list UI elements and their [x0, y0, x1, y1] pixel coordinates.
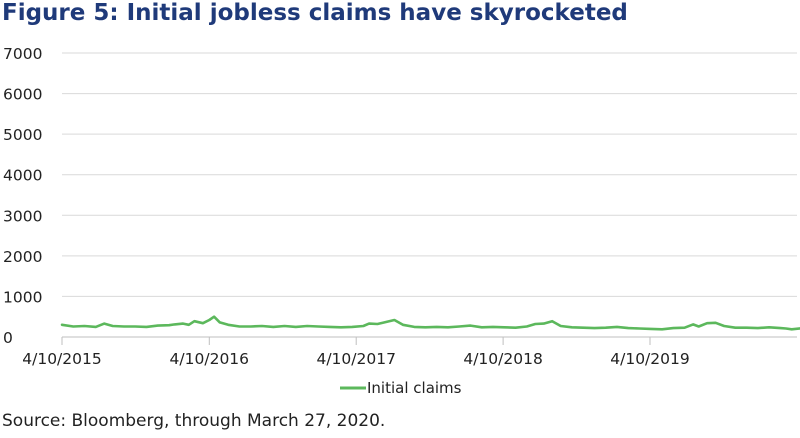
x-axis: 4/10/2015 4/10/2016 4/10/2017 4/10/2018 4/10…	[22, 336, 797, 368]
legend-label: Initial claims	[367, 379, 462, 397]
y-tick-label: 2000	[3, 248, 42, 266]
x-tick-label: 4/10/2015	[22, 350, 101, 368]
gridlines	[62, 52, 797, 297]
x-tick-label: 4/10/2018	[463, 350, 542, 368]
legend: Initial claims	[340, 379, 462, 397]
series-line-initial-claims	[60, 315, 800, 331]
y-tick-label: 6000	[3, 86, 42, 104]
y-tick-label: 0	[3, 329, 13, 347]
y-axis: 0 1000 2000 3000 4000 5000 6000 7000	[3, 45, 42, 347]
series-layer	[60, 315, 800, 331]
y-tick-label: 1000	[3, 288, 42, 306]
y-tick-label: 5000	[3, 126, 42, 144]
y-tick-label: 7000	[3, 45, 42, 63]
x-tick-label: 4/10/2019	[610, 350, 689, 368]
source-note: Source: Bloomberg, through March 27, 202…	[2, 411, 386, 431]
y-tick-label: 4000	[3, 167, 42, 185]
x-tick-label: 4/10/2017	[316, 350, 395, 368]
y-tick-label: 3000	[3, 207, 42, 225]
x-tick-label: 4/10/2016	[170, 350, 249, 368]
chart-title: Figure 5: Initial jobless claims have sk…	[2, 0, 628, 26]
